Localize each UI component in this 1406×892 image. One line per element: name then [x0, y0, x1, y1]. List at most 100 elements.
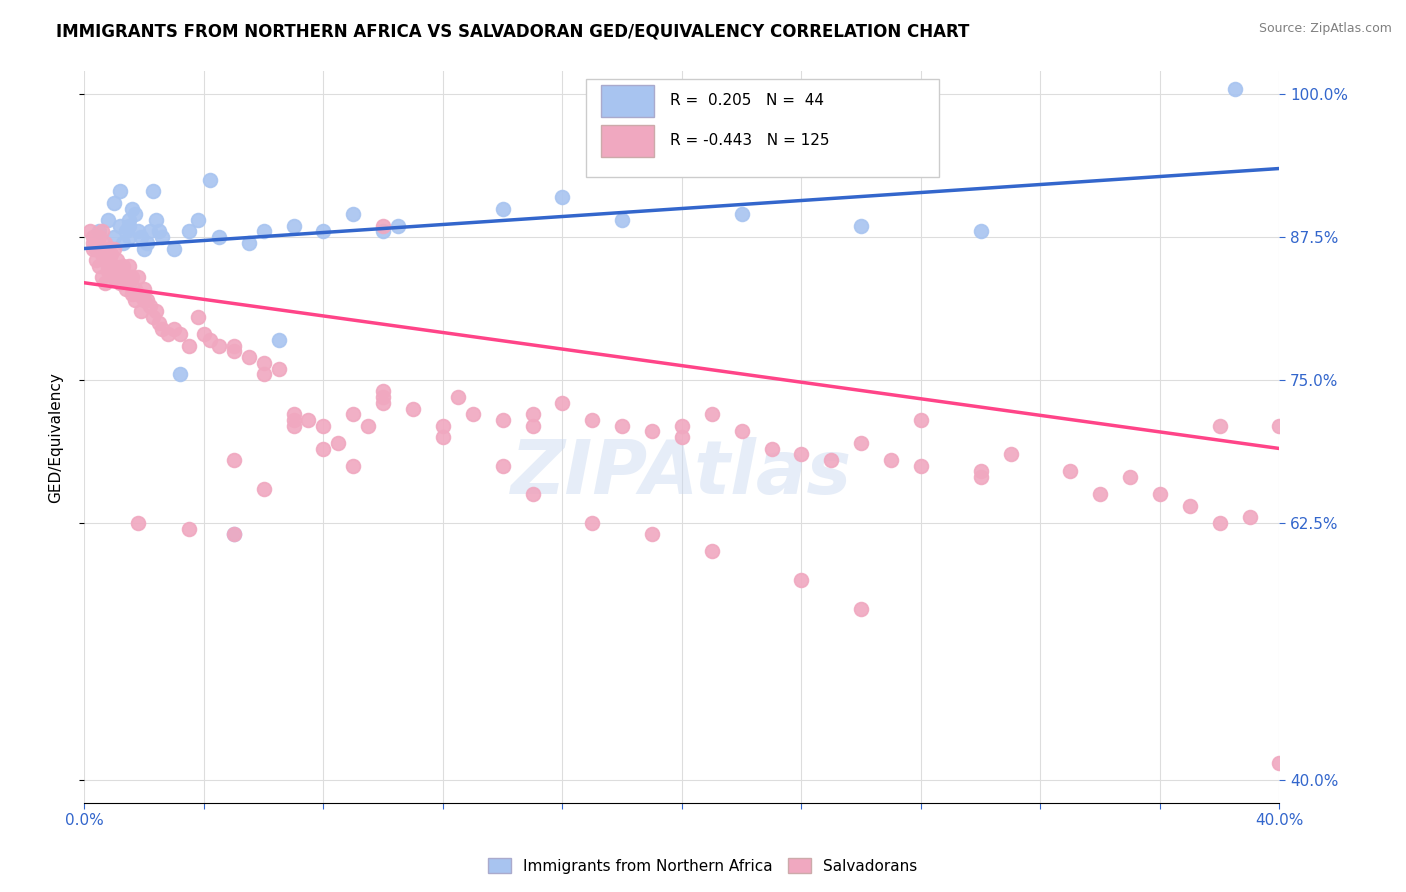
Point	[1268, 756, 1291, 770]
Point	[849, 219, 872, 233]
Point	[112, 259, 135, 273]
Point	[129, 230, 152, 244]
Point	[118, 276, 141, 290]
Point	[492, 458, 515, 473]
Point	[820, 453, 842, 467]
Point	[461, 407, 484, 421]
Point	[145, 304, 167, 318]
Point	[371, 224, 394, 238]
Point	[89, 230, 111, 244]
Point	[283, 413, 305, 427]
Text: IMMIGRANTS FROM NORTHERN AFRICA VS SALVADORAN GED/EQUIVALENCY CORRELATION CHART: IMMIGRANTS FROM NORTHERN AFRICA VS SALVA…	[56, 22, 970, 40]
Point	[492, 413, 515, 427]
Point	[253, 224, 276, 238]
Point	[94, 235, 117, 250]
Point	[610, 418, 633, 433]
Point	[103, 270, 125, 285]
Point	[110, 185, 132, 199]
Point	[112, 235, 135, 250]
Point	[297, 413, 319, 427]
Point	[342, 458, 364, 473]
Point	[790, 447, 813, 461]
Point	[222, 339, 245, 353]
Point	[1268, 418, 1291, 433]
Point	[89, 242, 111, 256]
Point	[328, 435, 350, 450]
Point	[100, 247, 122, 261]
Point	[253, 356, 276, 370]
Point	[283, 407, 305, 421]
Point	[136, 235, 159, 250]
Point	[118, 230, 141, 244]
Point	[86, 252, 108, 267]
Point	[187, 213, 209, 227]
Point	[91, 224, 114, 238]
Point	[157, 327, 180, 342]
Point	[94, 276, 117, 290]
Point	[1000, 447, 1022, 461]
Point	[97, 213, 120, 227]
FancyBboxPatch shape	[586, 78, 939, 178]
Point	[79, 224, 101, 238]
Point	[208, 230, 231, 244]
Point	[177, 339, 200, 353]
Point	[222, 527, 245, 541]
Point	[1149, 487, 1171, 501]
Point	[1059, 464, 1081, 478]
Point	[342, 207, 364, 221]
Point	[671, 430, 693, 444]
Point	[731, 425, 754, 439]
Legend: Immigrants from Northern Africa, Salvadorans: Immigrants from Northern Africa, Salvado…	[482, 852, 924, 880]
Point	[312, 224, 335, 238]
Point	[121, 270, 143, 285]
Point	[118, 213, 141, 227]
Point	[970, 464, 993, 478]
Point	[97, 242, 120, 256]
Point	[124, 293, 146, 307]
Point	[1208, 516, 1232, 530]
Point	[169, 368, 191, 382]
Point	[253, 482, 276, 496]
Point	[551, 396, 574, 410]
Point	[142, 310, 165, 324]
Point	[910, 413, 932, 427]
Point	[371, 396, 394, 410]
Point	[970, 470, 993, 484]
Bar	[600, 125, 654, 157]
Point	[105, 270, 128, 285]
Point	[115, 281, 138, 295]
Point	[124, 207, 146, 221]
Point	[492, 202, 515, 216]
Point	[522, 407, 544, 421]
Point	[700, 407, 723, 421]
Point	[432, 430, 454, 444]
Text: R =  0.205   N =  44: R = 0.205 N = 44	[669, 93, 824, 108]
Text: R = -0.443   N = 125: R = -0.443 N = 125	[669, 133, 830, 148]
Point	[82, 235, 104, 250]
Point	[97, 259, 120, 273]
Point	[148, 316, 170, 330]
Point	[641, 425, 664, 439]
Point	[110, 264, 132, 278]
Point	[267, 333, 290, 347]
Point	[118, 219, 141, 233]
Point	[139, 299, 162, 313]
Point	[89, 224, 111, 238]
Point	[124, 281, 146, 295]
Point	[148, 224, 170, 238]
Point	[193, 327, 215, 342]
Point	[581, 413, 603, 427]
Point	[387, 219, 409, 233]
Point	[82, 230, 104, 244]
Point	[970, 224, 993, 238]
Point	[118, 259, 141, 273]
Point	[112, 270, 135, 285]
Point	[187, 310, 209, 324]
Point	[127, 287, 149, 301]
Point	[1088, 487, 1111, 501]
Point	[283, 219, 305, 233]
Point	[283, 418, 305, 433]
Point	[127, 224, 149, 238]
Point	[89, 259, 111, 273]
Point	[136, 293, 159, 307]
